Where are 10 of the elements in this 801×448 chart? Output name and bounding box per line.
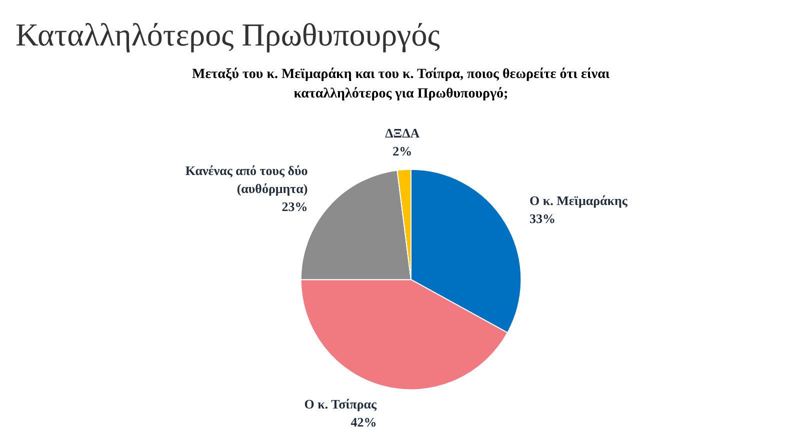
data-label: 2% — [392, 144, 412, 159]
slice-label: Ο κ. Μεϊμαράκης — [530, 192, 628, 208]
slice-label: ΔΞΔΑ — [385, 126, 420, 141]
data-label: 23% — [282, 199, 308, 214]
data-label: 33% — [530, 210, 556, 226]
chart-title: Καταλληλότερος Πρωθυπουργός — [16, 16, 440, 52]
slice-label: Κανένας από τους δύο (αυθόρμητα) — [185, 163, 308, 196]
data-label: 42% — [350, 414, 377, 430]
slice-label: Ο κ. Τσίπρας — [304, 396, 378, 412]
chart-subtitle: Μεταξύ του κ. Μεϊμαράκη και του κ. Τσίπρα, ποιος θεωρείτε ότι είναι καταλληλότερος για Πρωθυπουργό; — [192, 67, 610, 102]
